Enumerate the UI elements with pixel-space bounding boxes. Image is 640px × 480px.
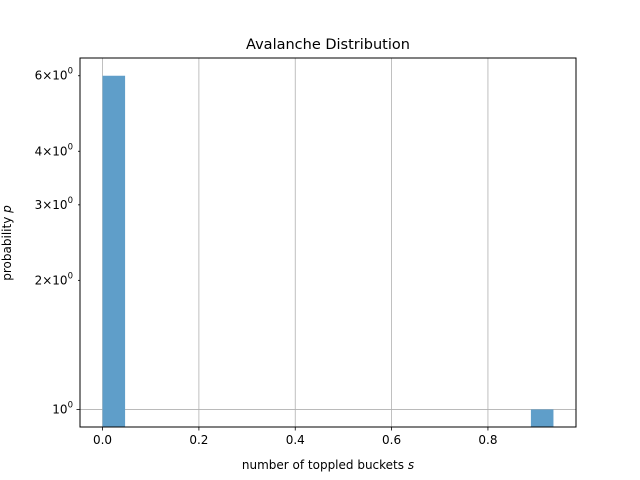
y-tick-label: 2×100	[35, 271, 73, 287]
y-axis-title: probability p	[0, 205, 14, 281]
x-tick-label: 0.6	[382, 433, 401, 447]
plot-area	[80, 58, 576, 427]
x-axis-variable: s	[408, 458, 414, 472]
y-axis-ticks: 100 2×100 3×100 4×100 6×100	[35, 67, 80, 416]
x-tick-label: 0.4	[286, 433, 305, 447]
y-axis-label: probability	[0, 217, 14, 281]
x-tick-label: 0.0	[93, 433, 112, 447]
bars	[102, 75, 554, 428]
y-tick-label: 4×100	[35, 142, 73, 158]
x-tick-label: 0.2	[189, 433, 208, 447]
chart-title: Avalanche Distribution	[246, 37, 410, 53]
y-axis-variable: p	[0, 205, 14, 214]
histogram-bar	[102, 75, 126, 428]
y-tick-label: 3×100	[35, 196, 73, 212]
y-tick-label: 6×100	[35, 67, 73, 83]
x-axis-ticks: 0.0 0.2 0.4 0.6 0.8	[93, 427, 497, 447]
y-tick-label: 100	[52, 400, 73, 416]
x-axis-label: number of toppled buckets	[242, 458, 404, 472]
axes-frame	[79, 57, 577, 428]
x-axis-title: number of toppled buckets s	[242, 458, 414, 472]
plot-frame	[79, 57, 577, 428]
histogram-bar	[530, 409, 554, 427]
x-tick-label: 0.8	[478, 433, 497, 447]
